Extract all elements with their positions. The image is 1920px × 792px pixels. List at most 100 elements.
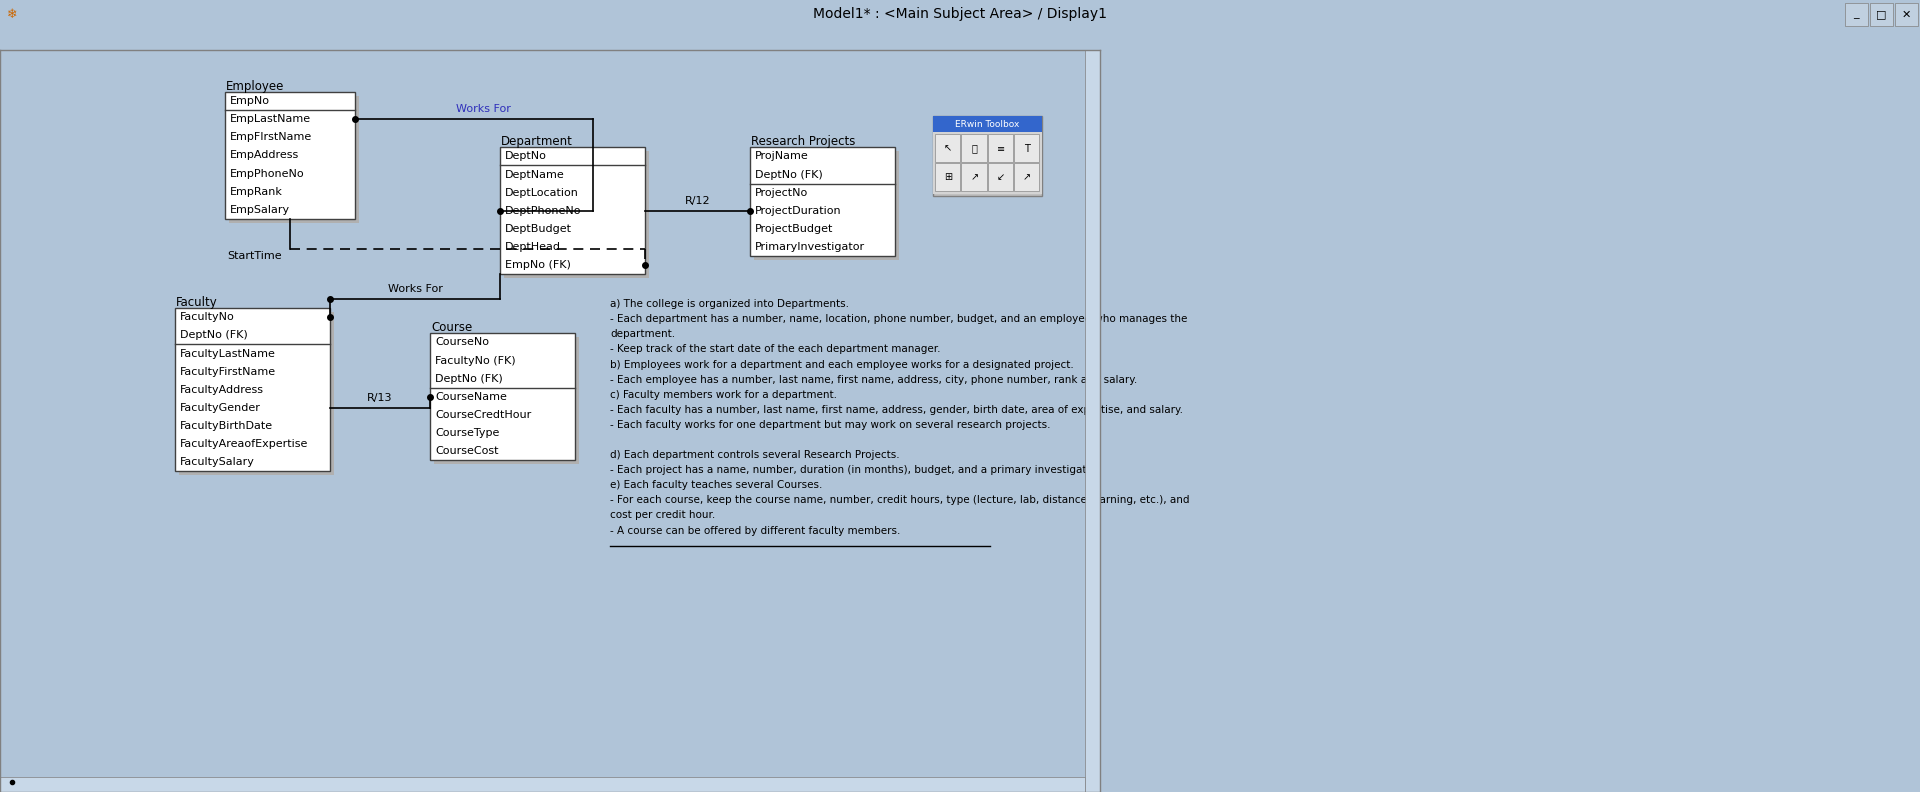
Text: T: T bbox=[1023, 143, 1029, 154]
Bar bbox=[225, 92, 355, 219]
Text: EmpSalary: EmpSalary bbox=[230, 205, 290, 215]
Text: CourseType: CourseType bbox=[436, 428, 499, 438]
Text: _: _ bbox=[1853, 10, 1859, 19]
Text: CourseName: CourseName bbox=[436, 392, 507, 402]
Text: - Each department has a number, name, location, phone number, budget, and an emp: - Each department has a number, name, lo… bbox=[611, 314, 1187, 325]
Text: EmpNo (FK): EmpNo (FK) bbox=[505, 260, 570, 270]
Text: Works For: Works For bbox=[388, 284, 442, 294]
Text: FacultyFirstName: FacultyFirstName bbox=[180, 367, 276, 377]
Bar bbox=[1085, 50, 1100, 792]
Text: ⊞: ⊞ bbox=[945, 173, 952, 182]
Bar bbox=[962, 163, 987, 191]
Bar bbox=[1895, 3, 1918, 25]
Bar bbox=[503, 151, 649, 278]
Bar bbox=[179, 312, 334, 475]
Bar bbox=[935, 135, 960, 162]
Text: d) Each department controls several Research Projects.: d) Each department controls several Rese… bbox=[611, 450, 900, 460]
Bar bbox=[228, 96, 359, 223]
Text: FacultyAddress: FacultyAddress bbox=[180, 385, 265, 394]
Text: Course: Course bbox=[430, 322, 472, 334]
Text: FacultyGender: FacultyGender bbox=[180, 403, 261, 413]
Text: DeptLocation: DeptLocation bbox=[505, 188, 578, 198]
Text: ↗: ↗ bbox=[1023, 173, 1031, 182]
Text: ProjectDuration: ProjectDuration bbox=[755, 206, 841, 215]
Text: CourseCost: CourseCost bbox=[436, 446, 499, 456]
Text: EmpFIrstName: EmpFIrstName bbox=[230, 132, 313, 143]
Text: e) Each faculty teaches several Courses.: e) Each faculty teaches several Courses. bbox=[611, 480, 822, 490]
Text: DeptBudget: DeptBudget bbox=[505, 224, 572, 234]
Text: DeptNo (FK): DeptNo (FK) bbox=[180, 330, 248, 341]
Text: ProjName: ProjName bbox=[755, 151, 808, 162]
Bar bbox=[962, 135, 987, 162]
Text: ≡: ≡ bbox=[996, 143, 1004, 154]
Text: cost per credit hour.: cost per credit hour. bbox=[611, 510, 716, 520]
Text: - Each project has a name, number, duration (in months), budget, and a primary i: - Each project has a name, number, durat… bbox=[611, 465, 1100, 475]
Bar bbox=[755, 151, 899, 260]
Text: - Each employee has a number, last name, first name, address, city, phone number: - Each employee has a number, last name,… bbox=[611, 375, 1137, 385]
Text: Research Projects: Research Projects bbox=[751, 135, 856, 148]
Text: 🔍: 🔍 bbox=[972, 143, 977, 154]
Text: c) Faculty members work for a department.: c) Faculty members work for a department… bbox=[611, 390, 837, 400]
Text: FacultyLastName: FacultyLastName bbox=[180, 348, 276, 359]
Text: - Each faculty works for one department but may work on several research project: - Each faculty works for one department … bbox=[611, 420, 1050, 430]
Text: DeptNo (FK): DeptNo (FK) bbox=[755, 169, 824, 180]
Bar bbox=[1870, 3, 1893, 25]
Text: Faculty: Faculty bbox=[177, 296, 217, 309]
Bar bbox=[935, 163, 960, 191]
Text: FacultyNo (FK): FacultyNo (FK) bbox=[436, 356, 516, 366]
Bar bbox=[933, 116, 1043, 196]
Bar bbox=[1014, 163, 1039, 191]
Text: FacultyBirthDate: FacultyBirthDate bbox=[180, 421, 273, 431]
Text: DeptName: DeptName bbox=[505, 169, 564, 180]
Text: FacultySalary: FacultySalary bbox=[180, 457, 255, 467]
Text: EmpRank: EmpRank bbox=[230, 187, 282, 196]
Text: ProjectNo: ProjectNo bbox=[755, 188, 808, 198]
Bar bbox=[1014, 135, 1039, 162]
Text: EmpNo: EmpNo bbox=[230, 96, 271, 106]
Bar bbox=[987, 135, 1012, 162]
Bar bbox=[933, 116, 1043, 132]
Text: ProjectBudget: ProjectBudget bbox=[755, 224, 833, 234]
Bar bbox=[0, 777, 1085, 792]
Text: EmpPhoneNo: EmpPhoneNo bbox=[230, 169, 305, 178]
Bar bbox=[1845, 3, 1868, 25]
Text: EmpLastName: EmpLastName bbox=[230, 114, 311, 124]
Text: EmpAddress: EmpAddress bbox=[230, 150, 300, 161]
Text: CourseNo: CourseNo bbox=[436, 337, 490, 348]
Text: - Keep track of the start date of the each department manager.: - Keep track of the start date of the ea… bbox=[611, 345, 941, 355]
Text: CourseCredtHour: CourseCredtHour bbox=[436, 410, 532, 420]
Text: Department: Department bbox=[501, 135, 572, 148]
Text: - For each course, keep the course name, number, credit hours, type (lecture, la: - For each course, keep the course name,… bbox=[611, 495, 1190, 505]
Text: DeptHead: DeptHead bbox=[505, 242, 561, 252]
Text: Works For: Works For bbox=[457, 105, 511, 114]
Text: FacultyAreaofExpertise: FacultyAreaofExpertise bbox=[180, 439, 309, 449]
Text: ❄: ❄ bbox=[8, 8, 17, 21]
Text: R/13: R/13 bbox=[367, 393, 394, 403]
Text: ↙: ↙ bbox=[996, 173, 1004, 182]
Bar bbox=[430, 333, 574, 460]
Text: ↗: ↗ bbox=[970, 173, 979, 182]
Text: - Each faculty has a number, last name, first name, address, gender, birth date,: - Each faculty has a number, last name, … bbox=[611, 405, 1183, 415]
Text: b) Employees work for a department and each employee works for a designated proj: b) Employees work for a department and e… bbox=[611, 360, 1073, 370]
Bar bbox=[987, 163, 1012, 191]
Text: Model1* : <Main Subject Area> / Display1: Model1* : <Main Subject Area> / Display1 bbox=[812, 7, 1108, 21]
Text: DeptNo: DeptNo bbox=[505, 151, 547, 162]
Text: ↖: ↖ bbox=[945, 143, 952, 154]
Bar bbox=[933, 132, 1043, 194]
Text: StartTime: StartTime bbox=[227, 251, 282, 261]
Text: a) The college is organized into Departments.: a) The college is organized into Departm… bbox=[611, 299, 849, 309]
Bar bbox=[499, 147, 645, 274]
Text: - A course can be offered by different faculty members.: - A course can be offered by different f… bbox=[611, 526, 900, 535]
Text: DeptNo (FK): DeptNo (FK) bbox=[436, 374, 503, 383]
Text: department.: department. bbox=[611, 329, 676, 340]
Bar bbox=[175, 308, 330, 471]
Text: FacultyNo: FacultyNo bbox=[180, 312, 234, 322]
Text: DeptPhoneNo: DeptPhoneNo bbox=[505, 206, 582, 215]
Bar bbox=[751, 147, 895, 256]
Text: Employee: Employee bbox=[227, 80, 284, 93]
Text: ERwin Toolbox: ERwin Toolbox bbox=[956, 120, 1020, 129]
Text: ✕: ✕ bbox=[1901, 10, 1910, 19]
Text: □: □ bbox=[1876, 10, 1885, 19]
Bar bbox=[434, 337, 580, 464]
Text: PrimaryInvestigator: PrimaryInvestigator bbox=[755, 242, 866, 252]
